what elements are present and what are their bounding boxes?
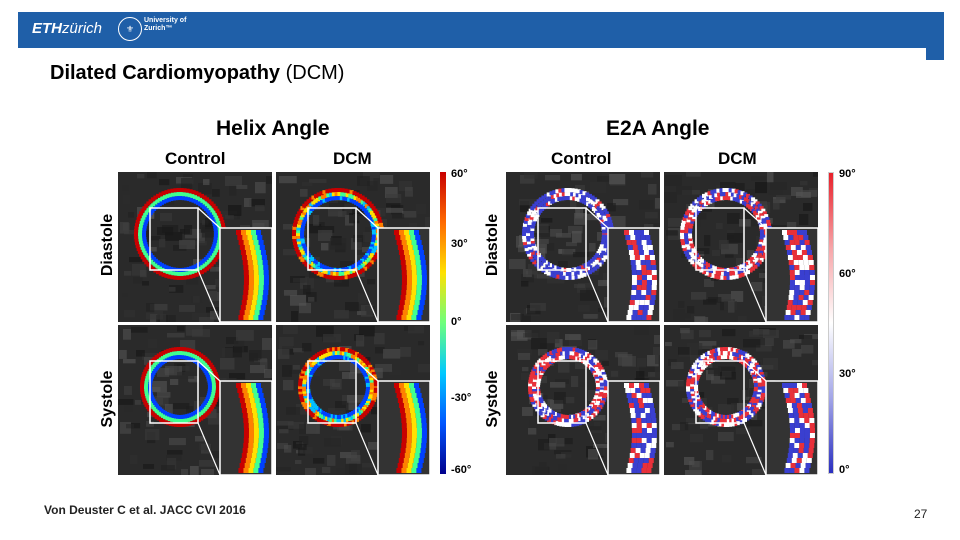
helix-tick-minus30: -30°	[451, 392, 472, 404]
uzh-logo: University of Zurich™	[144, 17, 187, 32]
slide-title: Dilated Cardiomyopathy (DCM)	[50, 62, 345, 84]
helix-row-diastole: Diastole	[99, 213, 116, 277]
helix-control-diastole-image	[118, 172, 272, 322]
e2a-tick-60: 60°	[839, 268, 856, 280]
helix-panel-title: Helix Angle	[216, 117, 330, 140]
uzh-seal-icon: ⚜	[118, 17, 142, 41]
e2a-panel-title: E2A Angle	[606, 117, 710, 140]
helix-dcm-diastole-image	[276, 172, 430, 322]
e2a-tick-30: 30°	[839, 368, 856, 380]
e2a-dcm-diastole-image	[664, 172, 818, 322]
eth-logo: ETHzürich	[32, 20, 103, 37]
helix-row-systole: Systole	[99, 370, 116, 428]
e2a-control-systole-image	[506, 325, 660, 475]
helix-tick-60: 60°	[451, 168, 468, 180]
helix-tick-minus60: -60°	[451, 464, 472, 476]
helix-dcm-systole-image	[276, 325, 430, 475]
helix-colorbar	[440, 172, 446, 474]
page-number: 27	[914, 507, 928, 521]
helix-col-control: Control	[165, 149, 226, 168]
helix-tick-0: 0°	[451, 316, 462, 328]
e2a-colorbar	[828, 172, 834, 474]
helix-col-dcm: DCM	[333, 149, 372, 168]
header-bar	[18, 12, 944, 48]
e2a-tick-90: 90°	[839, 168, 856, 180]
e2a-tick-0: 0°	[839, 464, 850, 476]
e2a-dcm-systole-image	[664, 325, 818, 475]
citation: Von Deuster C et al. JACC CVI 2016	[44, 503, 246, 517]
e2a-row-diastole: Diastole	[484, 213, 501, 277]
helix-tick-30: 30°	[451, 238, 468, 250]
e2a-col-control: Control	[551, 149, 612, 168]
e2a-control-diastole-image	[506, 172, 660, 322]
e2a-row-systole: Systole	[484, 370, 501, 428]
header-bar-notch	[926, 48, 944, 60]
e2a-col-dcm: DCM	[718, 149, 757, 168]
helix-control-systole-image	[118, 325, 272, 475]
